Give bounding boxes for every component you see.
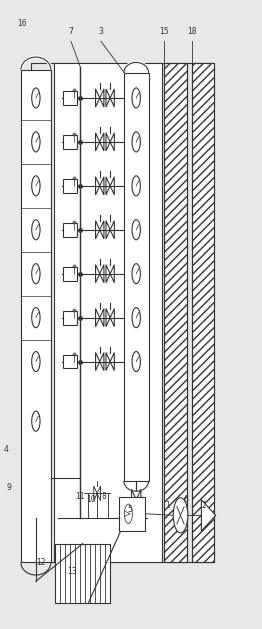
Polygon shape: [96, 309, 100, 326]
Circle shape: [124, 504, 132, 523]
Circle shape: [132, 308, 140, 328]
Bar: [163, 64, 187, 562]
Polygon shape: [136, 489, 141, 510]
Text: 1: 1: [165, 501, 170, 510]
Text: 10: 10: [86, 495, 95, 504]
Polygon shape: [110, 221, 114, 239]
Polygon shape: [110, 133, 114, 151]
Bar: [63, 267, 77, 281]
Circle shape: [173, 498, 188, 533]
Bar: [63, 311, 77, 325]
Bar: [192, 64, 214, 562]
Polygon shape: [106, 177, 110, 195]
Polygon shape: [96, 352, 100, 370]
Circle shape: [32, 132, 40, 152]
Bar: [63, 91, 77, 105]
Polygon shape: [100, 177, 104, 195]
Text: 9: 9: [6, 482, 11, 492]
Text: 6: 6: [183, 495, 188, 504]
Text: 5: 5: [127, 504, 132, 513]
Bar: [63, 223, 77, 237]
Polygon shape: [110, 352, 114, 370]
Polygon shape: [106, 352, 110, 370]
Polygon shape: [97, 486, 101, 501]
Text: 7: 7: [69, 27, 74, 36]
Bar: [124, 73, 149, 481]
Polygon shape: [100, 89, 104, 107]
Polygon shape: [96, 89, 100, 107]
Polygon shape: [100, 352, 104, 370]
Bar: [63, 135, 77, 149]
Text: 18: 18: [188, 27, 197, 36]
Text: 3: 3: [99, 27, 103, 36]
Polygon shape: [132, 489, 136, 510]
Text: 2: 2: [201, 501, 206, 510]
Text: 13: 13: [68, 567, 77, 576]
Bar: [56, 543, 110, 603]
Text: 4: 4: [3, 445, 8, 454]
Circle shape: [32, 220, 40, 240]
Polygon shape: [106, 309, 110, 326]
Polygon shape: [106, 133, 110, 151]
Polygon shape: [100, 133, 104, 151]
Circle shape: [132, 264, 140, 284]
Polygon shape: [110, 309, 114, 326]
Text: 15: 15: [159, 27, 168, 36]
Text: 8: 8: [101, 492, 106, 501]
Circle shape: [132, 175, 140, 196]
Text: 16: 16: [17, 19, 26, 28]
Bar: [119, 496, 145, 531]
Polygon shape: [110, 265, 114, 283]
Polygon shape: [96, 221, 100, 239]
Circle shape: [32, 352, 40, 372]
Circle shape: [32, 411, 40, 431]
Circle shape: [32, 88, 40, 108]
Text: 12: 12: [36, 558, 46, 567]
Polygon shape: [106, 89, 110, 107]
Bar: [63, 355, 77, 369]
Polygon shape: [94, 486, 97, 501]
Circle shape: [32, 175, 40, 196]
Polygon shape: [110, 177, 114, 195]
Text: 11: 11: [75, 492, 85, 501]
Polygon shape: [110, 89, 114, 107]
Circle shape: [32, 264, 40, 284]
Circle shape: [132, 220, 140, 240]
Bar: [21, 70, 51, 562]
Polygon shape: [106, 265, 110, 283]
Polygon shape: [96, 177, 100, 195]
Circle shape: [132, 132, 140, 152]
Bar: [192, 64, 214, 562]
Polygon shape: [96, 133, 100, 151]
Polygon shape: [100, 265, 104, 283]
Circle shape: [132, 88, 140, 108]
Polygon shape: [96, 265, 100, 283]
Circle shape: [32, 308, 40, 328]
Bar: [31, 64, 213, 562]
Polygon shape: [100, 221, 104, 239]
Polygon shape: [201, 499, 216, 531]
Bar: [163, 64, 187, 562]
Circle shape: [132, 352, 140, 372]
Bar: [63, 179, 77, 192]
Polygon shape: [106, 221, 110, 239]
Bar: [54, 64, 162, 562]
Polygon shape: [100, 309, 104, 326]
